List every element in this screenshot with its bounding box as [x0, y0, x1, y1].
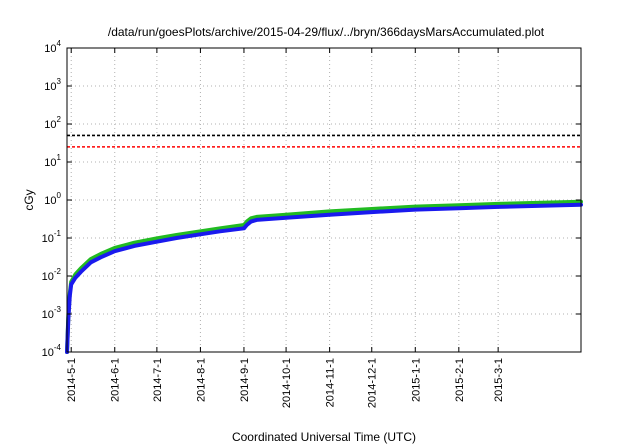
y-tick-label: 103	[44, 77, 61, 93]
y-tick-base: 10	[42, 309, 54, 321]
y-tick-base: 10	[44, 195, 56, 207]
y-tick-base: 10	[42, 233, 54, 245]
y-axis-label: cGy	[22, 189, 36, 210]
y-tick-exponent: -1	[54, 229, 62, 238]
y-tick-exponent: -2	[54, 267, 62, 276]
y-tick-exponent: 0	[57, 191, 62, 200]
x-tick-label: 2015-1-1	[410, 358, 422, 402]
y-tick-exponent: -3	[54, 305, 62, 314]
y-tick-label: 101	[44, 153, 61, 169]
y-tick-label: 10-2	[42, 267, 62, 283]
y-tick-label: 10-4	[42, 343, 62, 359]
y-tick-base: 10	[42, 271, 54, 283]
x-tick-label: 2014-12-1	[367, 358, 379, 408]
y-tick-label: 10-1	[42, 229, 62, 245]
y-tick-base: 10	[44, 157, 56, 169]
y-tick-base: 10	[44, 119, 56, 131]
y-tick-exponent: 3	[57, 77, 62, 86]
series-group	[65, 199, 583, 354]
x-tick-label: 2014-5-1	[66, 358, 78, 402]
x-tick-label: 2014-6-1	[110, 358, 122, 402]
y-tick-exponent: 2	[57, 115, 62, 124]
reference-lines	[67, 134, 581, 148]
y-tick-label: 10-3	[42, 305, 62, 321]
series-line-2	[65, 202, 583, 354]
y-tick-base: 10	[42, 347, 54, 359]
x-axis-label: Coordinated Universal Time (UTC)	[232, 430, 416, 444]
x-axis: 2014-5-1 2014-6-1 2014-7-1 2014-8-1 2014-9-1…	[66, 48, 505, 408]
x-tick-label: 2014-9-1	[239, 358, 251, 402]
y-tick-exponent: 1	[57, 153, 62, 162]
y-tick-exponent: -4	[54, 343, 62, 352]
x-tick-label: 2014-10-1	[281, 358, 293, 408]
y-tick-label: 100	[44, 191, 61, 207]
x-tick-label: 2015-3-1	[493, 358, 505, 402]
y-tick-label: 104	[44, 39, 61, 55]
y-tick-exponent: 4	[57, 39, 62, 48]
grid	[67, 48, 581, 352]
x-tick-label: 2014-7-1	[152, 358, 164, 402]
y-tick-label: 102	[44, 115, 61, 131]
x-tick-label: 2014-11-1	[325, 358, 337, 407]
y-tick-base: 10	[44, 43, 56, 55]
x-tick-label: 2015-2-1	[454, 358, 466, 402]
chart-title: /data/run/goesPlots/archive/2015-04-29/f…	[108, 25, 545, 39]
y-tick-base: 10	[44, 81, 56, 93]
series-line-1	[65, 199, 583, 354]
x-tick-label: 2014-8-1	[195, 358, 207, 402]
